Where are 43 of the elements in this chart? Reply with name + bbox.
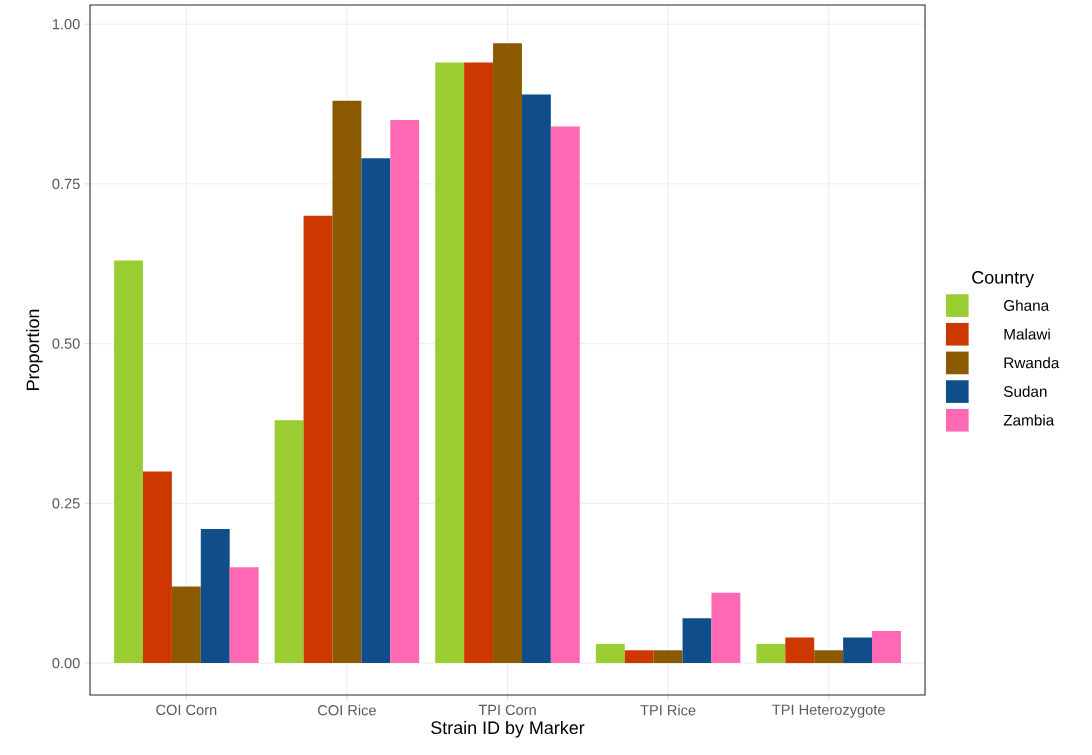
y-tick-label: 0.75 (52, 178, 80, 190)
x-tick-label: TPI Corn (478, 704, 536, 716)
bar (872, 631, 901, 664)
legend-label: Zambia (1003, 414, 1055, 426)
x-tick-label: TPI Heterozygote (772, 704, 885, 718)
legend-label: Ghana (1004, 299, 1050, 311)
bar (624, 650, 654, 664)
bar (653, 650, 683, 664)
bar (785, 637, 815, 664)
bar (550, 126, 580, 664)
bar (332, 100, 362, 664)
y-tick-label: 1.00 (52, 19, 80, 30)
bar (142, 471, 172, 664)
bar (756, 643, 786, 664)
bar (361, 158, 391, 664)
bar (435, 62, 465, 664)
y-tick-label: 0.00 (52, 657, 80, 669)
bar (200, 528, 230, 664)
legend-title: Country (972, 271, 1035, 288)
y-axis-title: Proportion (26, 309, 43, 390)
bar (843, 637, 873, 664)
bar (464, 62, 494, 664)
bar (171, 586, 201, 664)
bar (274, 420, 304, 664)
x-tick-label: TPI Rice (640, 704, 696, 716)
bar (814, 650, 844, 664)
legend-label: Malawi (1004, 328, 1050, 340)
x-tick-label: COI Rice (318, 704, 376, 716)
legend-label: Sudan (1003, 385, 1047, 397)
bar (682, 618, 712, 664)
x-axis-title: Strain ID by Marker (431, 720, 585, 738)
bar (229, 567, 259, 664)
y-tick-label: 0.25 (52, 498, 80, 509)
y-tick-label: 0.50 (52, 338, 80, 349)
x-tick-label: COI Corn (156, 704, 217, 716)
bar (711, 592, 741, 664)
bar (493, 43, 522, 664)
bar (521, 94, 551, 664)
bar (390, 119, 420, 664)
bar (303, 215, 333, 664)
bar (114, 260, 143, 664)
bar (595, 643, 625, 664)
legend-label: Rwanda (1004, 357, 1060, 369)
